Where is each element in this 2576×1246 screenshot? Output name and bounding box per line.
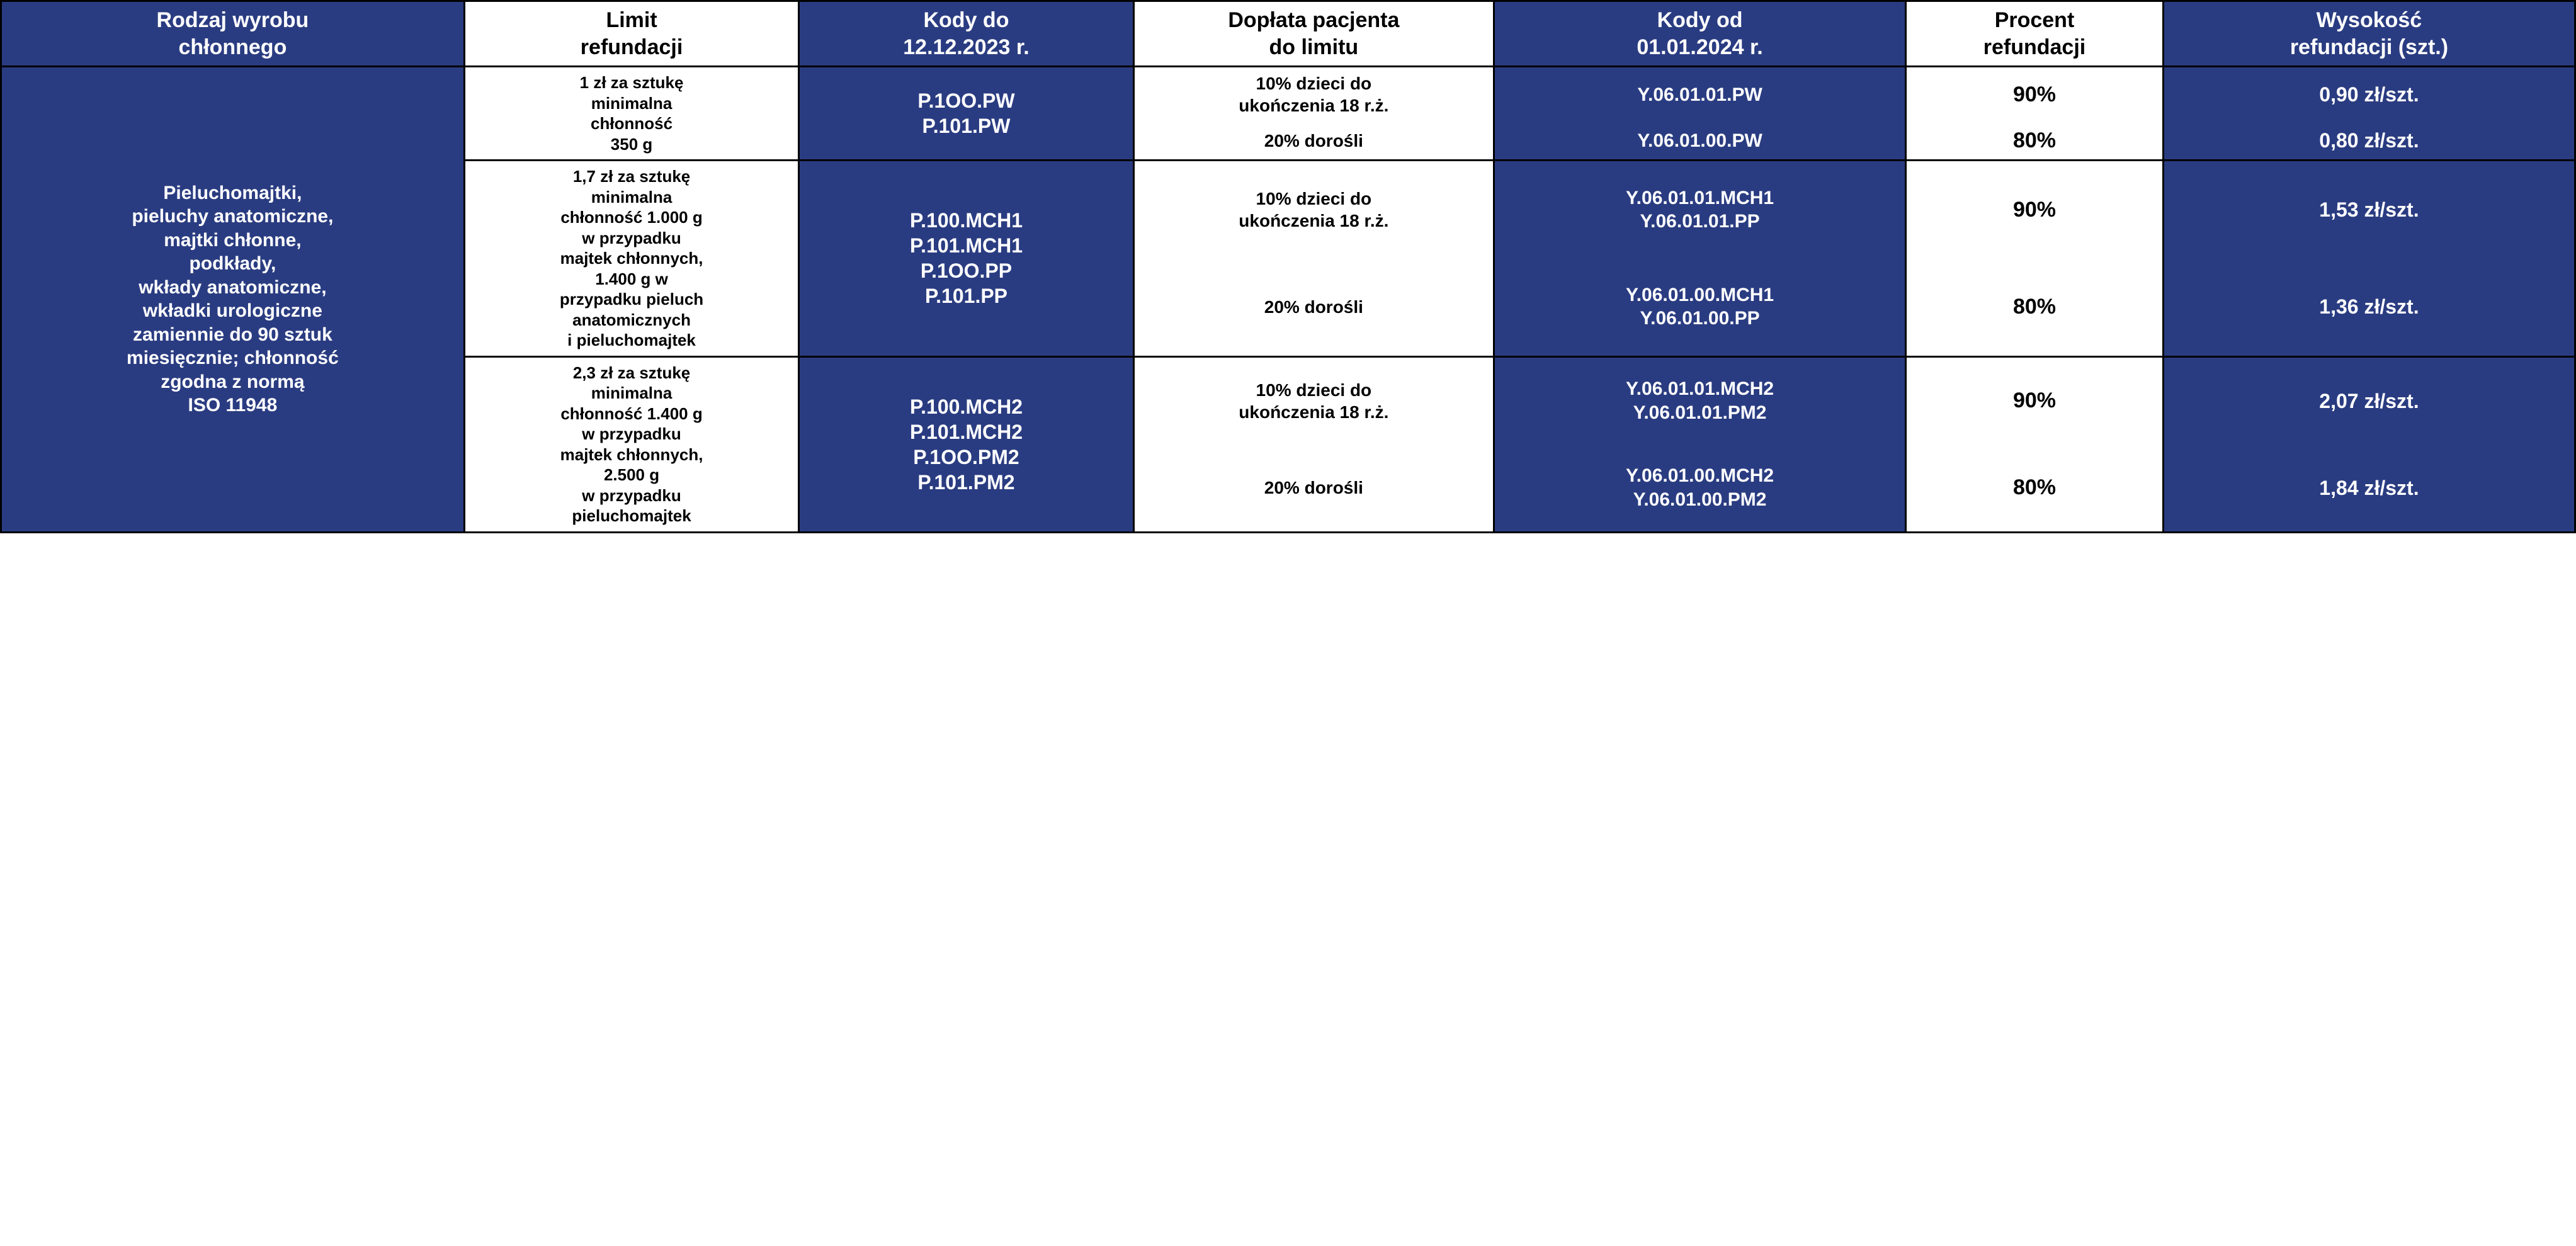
header-amount: Wysokośćrefundacji (szt.)	[2163, 1, 2575, 67]
old-codes-cell: P.100.MCH2P.101.MCH2P.1OO.PM2P.101.PM2	[799, 356, 1133, 532]
old-codes-cell: P.100.MCH1P.101.MCH1P.1OO.PPP.101.PP	[799, 161, 1133, 357]
percent-cell: 90%	[1906, 356, 2164, 445]
new-code-cell: Y.06.01.00.MCH1Y.06.01.00.PP	[1494, 258, 1906, 356]
new-code-cell: Y.06.01.01.MCH2Y.06.01.01.PM2	[1494, 356, 1906, 445]
percent-cell: 90%	[1906, 161, 2164, 259]
new-code-cell: Y.06.01.01.MCH1Y.06.01.01.PP	[1494, 161, 1906, 259]
doplat-cell: 10% dzieci doukończenia 18 r.ż.	[1133, 161, 1494, 259]
doplat-cell: 10% dzieci doukończenia 18 r.ż.	[1133, 356, 1494, 445]
header-old-codes: Kody do12.12.2023 r.	[799, 1, 1133, 67]
table-row: Pieluchomajtki,pieluchy anatomiczne,majt…	[1, 67, 2575, 122]
limit-cell: 1 zł za sztukęminimalnachłonność350 g	[464, 67, 798, 161]
amount-cell: 1,53 zł/szt.	[2163, 161, 2575, 259]
new-code-cell: Y.06.01.00.PW	[1494, 122, 1906, 161]
amount-cell: 0,90 zł/szt.	[2163, 67, 2575, 122]
new-code-cell: Y.06.01.01.PW	[1494, 67, 1906, 122]
doplat-cell: 20% dorośli	[1133, 258, 1494, 356]
header-new-codes: Kody od01.01.2024 r.	[1494, 1, 1906, 67]
header-row: Rodzaj wyrobuchłonnego Limitrefundacji K…	[1, 1, 2575, 67]
percent-cell: 80%	[1906, 122, 2164, 161]
amount-cell: 1,84 zł/szt.	[2163, 445, 2575, 533]
limit-cell: 2,3 zł za sztukęminimalnachłonność 1.400…	[464, 356, 798, 532]
doplat-cell: 20% dorośli	[1133, 122, 1494, 161]
header-percent: Procentrefundacji	[1906, 1, 2164, 67]
product-description: Pieluchomajtki,pieluchy anatomiczne,majt…	[1, 67, 465, 533]
doplat-cell: 20% dorośli	[1133, 445, 1494, 533]
percent-cell: 80%	[1906, 445, 2164, 533]
new-code-cell: Y.06.01.00.MCH2Y.06.01.00.PM2	[1494, 445, 1906, 533]
header-limit: Limitrefundacji	[464, 1, 798, 67]
percent-cell: 90%	[1906, 67, 2164, 122]
refund-table: Rodzaj wyrobuchłonnego Limitrefundacji K…	[0, 0, 2576, 533]
doplat-cell: 10% dzieci doukończenia 18 r.ż.	[1133, 67, 1494, 122]
amount-cell: 2,07 zł/szt.	[2163, 356, 2575, 445]
old-codes-cell: P.1OO.PWP.101.PW	[799, 67, 1133, 161]
limit-cell: 1,7 zł za sztukęminimalnachłonność 1.000…	[464, 161, 798, 357]
header-product: Rodzaj wyrobuchłonnego	[1, 1, 465, 67]
percent-cell: 80%	[1906, 258, 2164, 356]
header-doplat: Dopłata pacjentado limitu	[1133, 1, 1494, 67]
amount-cell: 0,80 zł/szt.	[2163, 122, 2575, 161]
amount-cell: 1,36 zł/szt.	[2163, 258, 2575, 356]
